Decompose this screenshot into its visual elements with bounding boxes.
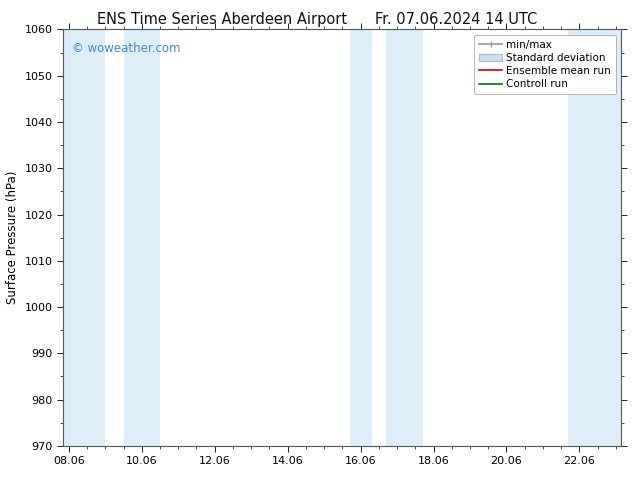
Bar [63,29,105,446]
Text: ENS Time Series Aberdeen Airport: ENS Time Series Aberdeen Airport [97,12,347,27]
Text: © woweather.com: © woweather.com [72,42,180,55]
Bar [124,29,160,446]
Y-axis label: Surface Pressure (hPa): Surface Pressure (hPa) [6,171,19,304]
Legend: min/max, Standard deviation, Ensemble mean run, Controll run: min/max, Standard deviation, Ensemble me… [474,35,616,95]
Text: Fr. 07.06.2024 14 UTC: Fr. 07.06.2024 14 UTC [375,12,538,27]
Bar [350,29,372,446]
Bar [569,29,621,446]
Bar [386,29,423,446]
